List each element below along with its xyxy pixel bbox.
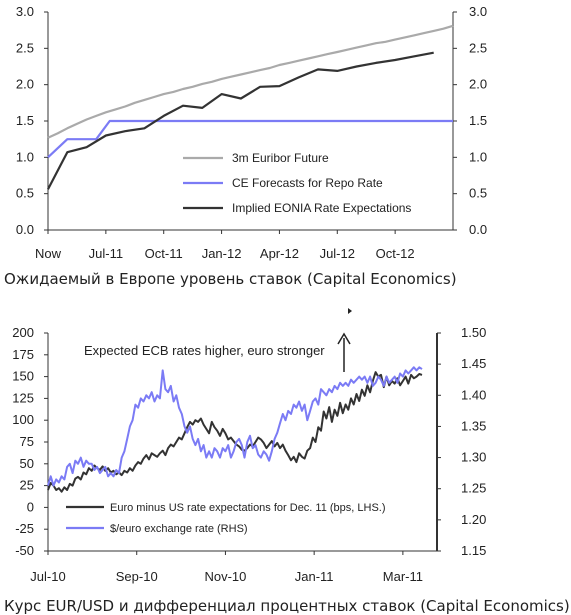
y-tick-label-right: 1.40 xyxy=(461,387,486,402)
y-tick-label-left: 0.5 xyxy=(16,186,34,201)
y-tick-label-left: 2.0 xyxy=(16,77,34,92)
y-tick-label-left: -25 xyxy=(15,521,34,536)
y-tick-label-right: 3.0 xyxy=(469,4,487,19)
x-tick-label: Oct-11 xyxy=(145,246,183,261)
y-tick-label-left: 50 xyxy=(20,456,34,471)
y-tick-label-right: 1.45 xyxy=(461,356,486,371)
series-line-3 xyxy=(47,51,434,190)
y-tick-label-left: 2.5 xyxy=(16,40,34,55)
legend-label-1: Euro minus US rate expectations for Dec.… xyxy=(110,502,386,514)
caption-chart-1: Ожидаемый в Европе уровень ставок (Capit… xyxy=(4,270,457,288)
x-tick-label: Jul-10 xyxy=(30,569,65,584)
y-tick-label-right: 1.0 xyxy=(469,149,487,164)
chart-expected-rates: 0.0 0.5 1.0 1.5 2.0 2.5 3.0 0.0 0.5 1.0 1.5 2.0 2.5 3… xyxy=(16,4,487,261)
marker-arrow xyxy=(348,308,352,314)
y-tick-label-left: 0.0 xyxy=(16,222,34,237)
legend-label-3: Implied EONIA Rate Expectations xyxy=(232,201,411,215)
y-tick-label-left: 175 xyxy=(12,347,34,362)
x-tick-label: Oct-12 xyxy=(376,246,415,261)
y-tick-label-right: 2.0 xyxy=(469,77,487,92)
y-tick-label-right: 1.20 xyxy=(461,512,486,527)
y-tick-label-left: 3.0 xyxy=(16,4,34,19)
legend-label-2: CE Forecasts for Repo Rate xyxy=(232,176,383,190)
caption-chart-2: Курс EUR/USD и дифференциал процентных с… xyxy=(4,597,570,615)
x-tick-label: Mar-11 xyxy=(383,569,423,584)
y-tick-label-left: 25 xyxy=(20,478,34,493)
y-tick-label-right: 2.5 xyxy=(469,40,487,55)
x-tick-label: Jul-11 xyxy=(89,246,123,261)
x-tick-label: Nov-10 xyxy=(204,569,246,584)
y-tick-label-left: 75 xyxy=(20,434,34,449)
y-tick-label-left: 100 xyxy=(12,412,34,427)
y-tick-label-right: 1.15 xyxy=(461,543,486,558)
y-tick-label-left: 125 xyxy=(12,390,34,405)
y-tick-label-left: 1.5 xyxy=(16,113,34,128)
y-tick-label-left: 150 xyxy=(12,369,34,384)
y-tick-label-right: 1.30 xyxy=(461,450,486,465)
legend-label-2: $/euro exchange rate (RHS) xyxy=(110,523,248,535)
y-tick-label-left: -50 xyxy=(15,543,34,558)
legend-label-1: 3m Euribor Future xyxy=(232,151,329,165)
x-tick-label: Sep-10 xyxy=(116,569,158,584)
y-tick-label-right: 1.35 xyxy=(461,418,486,433)
annotation-arrow-head xyxy=(337,332,351,345)
y-tick-label-right: 1.25 xyxy=(461,481,486,496)
y-tick-label-left: 1.0 xyxy=(16,149,34,164)
chart-eurusd-rate-differential: -50 -25 0 25 50 75 100 125 150 175 200 1.15 1.20 1.25… xyxy=(12,308,486,584)
x-tick-label: Jul-12 xyxy=(320,246,355,261)
y-tick-label-right: 1.50 xyxy=(461,325,486,340)
x-tick-label: Jan-11 xyxy=(295,569,334,584)
series-line-2 xyxy=(47,366,423,487)
series-line-2 xyxy=(47,119,453,159)
y-tick-label-right: 1.5 xyxy=(469,113,487,128)
annotation-text: Expected ECB rates higher, euro stronger xyxy=(84,343,325,358)
series-line-1 xyxy=(47,371,423,493)
y-tick-label-right: 0.5 xyxy=(469,186,487,201)
y-tick-label-left: 200 xyxy=(12,325,34,340)
series-line-1 xyxy=(47,24,454,139)
x-tick-label: Now xyxy=(35,246,62,261)
x-tick-label: Jan-12 xyxy=(202,246,242,261)
y-tick-label-right: 0.0 xyxy=(469,222,487,237)
y-tick-label-left: 0 xyxy=(27,499,34,514)
x-tick-label: Apr-12 xyxy=(260,246,299,261)
